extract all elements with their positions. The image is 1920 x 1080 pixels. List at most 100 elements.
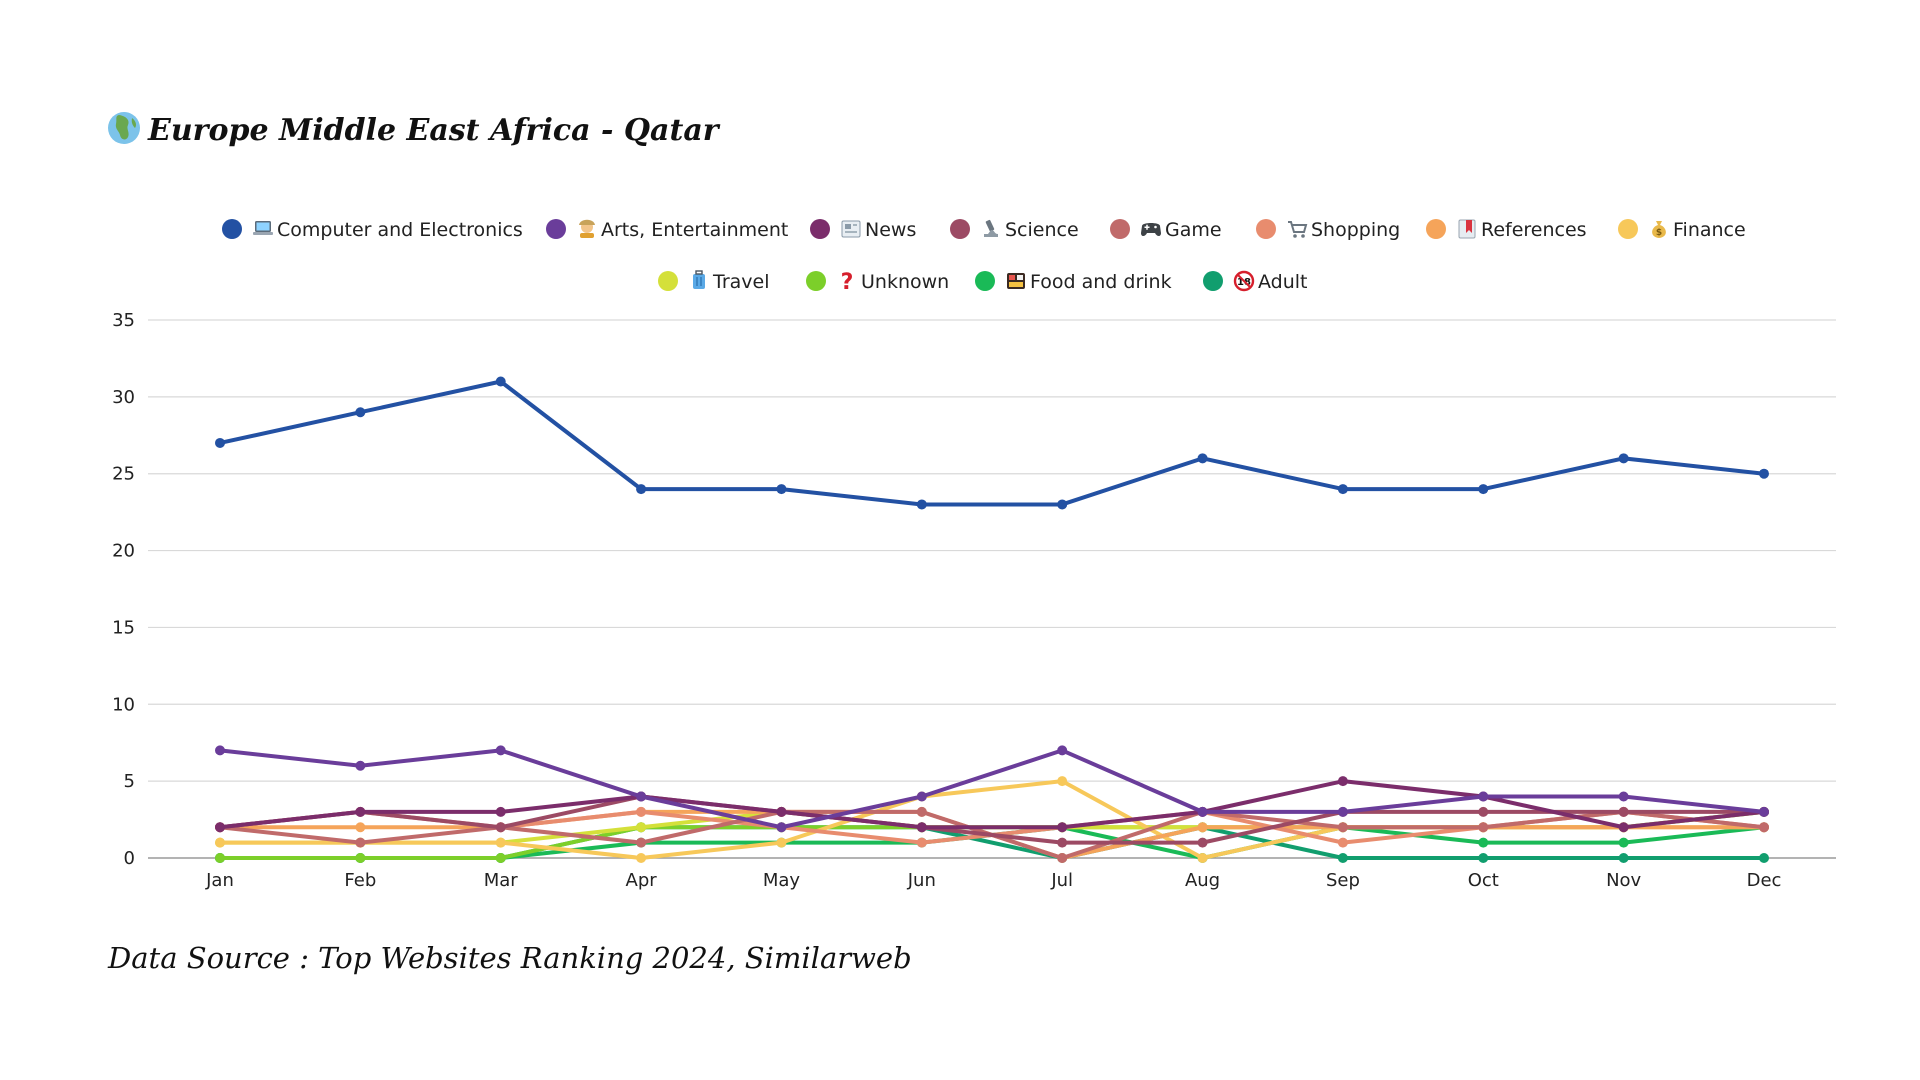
data-point[interactable]	[1478, 822, 1489, 833]
data-point[interactable]	[776, 806, 787, 817]
data-point[interactable]	[355, 822, 366, 833]
data-point[interactable]	[1057, 745, 1068, 756]
data-point[interactable]	[1337, 776, 1348, 787]
data-point[interactable]	[1057, 837, 1068, 848]
legend-label: Game	[1165, 219, 1222, 241]
data-point[interactable]	[355, 806, 366, 817]
data-point[interactable]	[1478, 806, 1489, 817]
data-point[interactable]	[215, 822, 225, 833]
legend-item[interactable]: Computer and Electronics	[222, 219, 523, 241]
data-point[interactable]	[916, 499, 927, 510]
y-tick-label: 30	[112, 387, 135, 408]
series-line	[218, 748, 1766, 830]
data-point[interactable]	[1618, 791, 1629, 802]
legend-marker	[806, 271, 826, 291]
data-point[interactable]	[1197, 822, 1208, 833]
data-point[interactable]	[636, 484, 647, 495]
legend-item[interactable]: References	[1426, 219, 1587, 241]
data-point[interactable]	[1057, 853, 1068, 863]
data-point[interactable]	[1337, 806, 1348, 817]
data-point[interactable]	[1057, 822, 1068, 833]
legend-item[interactable]: News	[810, 219, 916, 241]
data-point[interactable]	[1197, 837, 1208, 848]
data-point[interactable]	[776, 822, 787, 833]
data-point[interactable]	[636, 791, 647, 802]
data-point[interactable]	[215, 437, 225, 448]
legend-item[interactable]: Shopping	[1256, 219, 1400, 241]
legend-label: Science	[1005, 219, 1079, 241]
y-tick-label: 20	[112, 541, 135, 562]
data-point[interactable]	[1618, 822, 1629, 833]
data-point[interactable]	[355, 760, 366, 771]
data-point[interactable]	[1478, 853, 1489, 863]
data-point[interactable]	[1618, 837, 1629, 848]
data-point[interactable]	[1759, 822, 1769, 833]
data-point[interactable]	[1337, 837, 1348, 848]
data-point[interactable]	[1759, 468, 1769, 479]
data-point[interactable]	[1057, 499, 1068, 510]
data-point[interactable]	[1478, 791, 1489, 802]
data-point[interactable]	[1759, 853, 1769, 863]
data-point[interactable]	[1337, 822, 1348, 833]
legend-item[interactable]: 18 Adult	[1203, 270, 1308, 293]
game-controller-icon	[1141, 223, 1161, 236]
legend-item[interactable]: Arts, Entertainment	[546, 219, 788, 241]
newspaper-icon	[841, 220, 861, 238]
data-point[interactable]	[1478, 484, 1489, 495]
series-news	[215, 776, 1769, 833]
x-tick-label: Dec	[1747, 870, 1782, 891]
data-point[interactable]	[1759, 806, 1769, 817]
legend-label: Adult	[1258, 271, 1308, 293]
data-point[interactable]	[636, 822, 647, 833]
data-point[interactable]	[495, 837, 506, 848]
data-point[interactable]	[495, 806, 506, 817]
data-point[interactable]	[916, 837, 927, 848]
data-point[interactable]	[495, 822, 506, 833]
data-point[interactable]	[916, 822, 927, 833]
legend-item[interactable]: Game	[1110, 219, 1222, 241]
data-point[interactable]	[916, 806, 927, 817]
data-point[interactable]	[776, 837, 787, 848]
legend-label: Finance	[1673, 219, 1746, 241]
data-point[interactable]	[495, 745, 506, 756]
data-point[interactable]	[215, 745, 225, 756]
data-point[interactable]	[1618, 853, 1629, 863]
legend-item[interactable]: $ Finance	[1618, 219, 1746, 241]
data-point[interactable]	[1478, 837, 1489, 848]
data-point[interactable]	[1197, 853, 1208, 863]
data-point[interactable]	[495, 853, 506, 863]
y-tick-label: 0	[124, 848, 135, 869]
legend-item[interactable]: Food and drink	[975, 271, 1172, 293]
data-point[interactable]	[1337, 853, 1348, 863]
data-point[interactable]	[636, 806, 647, 817]
data-point[interactable]	[1618, 453, 1629, 464]
data-point[interactable]	[1337, 484, 1348, 495]
legend-item[interactable]: Travel	[658, 270, 769, 293]
legend-item[interactable]: Science	[950, 219, 1079, 241]
legend-item[interactable]: ? Unknown	[806, 270, 949, 295]
data-point[interactable]	[636, 837, 647, 848]
data-point[interactable]	[495, 376, 506, 387]
data-point[interactable]	[355, 853, 366, 863]
data-point[interactable]	[916, 791, 927, 802]
laptop-icon	[253, 221, 273, 235]
x-tick-label: Oct	[1468, 870, 1499, 891]
data-point[interactable]	[1618, 806, 1629, 817]
data-point[interactable]	[355, 837, 366, 848]
data-point[interactable]	[636, 853, 647, 863]
legend-label: Computer and Electronics	[277, 219, 523, 241]
legend-label: Travel	[712, 271, 769, 293]
data-point[interactable]	[1057, 776, 1068, 787]
x-tick-label: Jun	[907, 870, 936, 891]
legend-label: Unknown	[861, 271, 949, 293]
data-point[interactable]	[355, 407, 366, 418]
y-tick-label: 10	[112, 694, 135, 715]
data-point[interactable]	[1197, 453, 1208, 464]
data-point[interactable]	[215, 837, 225, 848]
data-point[interactable]	[776, 484, 787, 495]
data-point[interactable]	[215, 853, 225, 863]
question-mark-icon: ?	[841, 270, 854, 295]
data-point[interactable]	[1197, 806, 1208, 817]
legend-marker	[1426, 219, 1446, 239]
